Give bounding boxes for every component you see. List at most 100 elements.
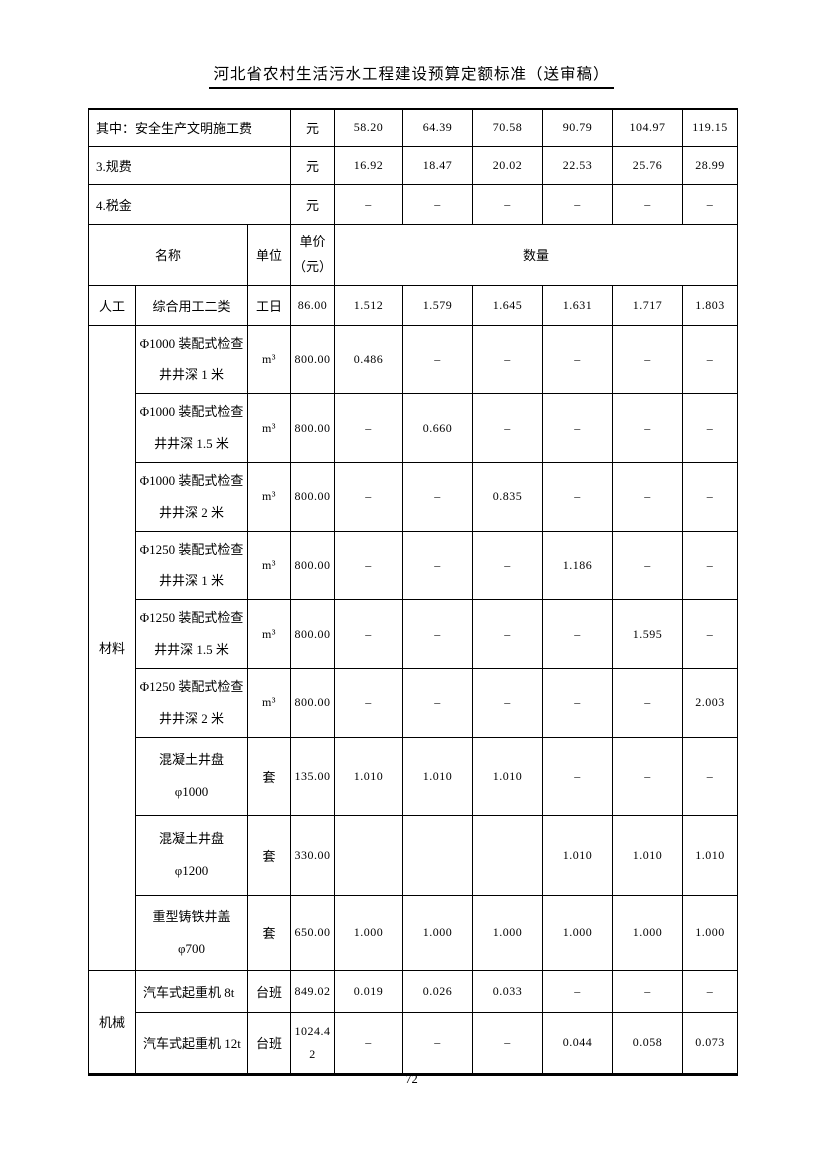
price-cell: 86.00	[290, 284, 336, 326]
qty-cell: 1.010	[472, 736, 544, 816]
qty-cell: –	[542, 461, 614, 532]
price-cell: 1024.42	[290, 1011, 336, 1075]
qty-cell: –	[682, 599, 739, 669]
qty-cell: –	[402, 183, 474, 225]
name-cell: 综合用工二类	[135, 284, 248, 326]
qty-cell: –	[612, 183, 684, 225]
table-row: 材料 Φ1000 装配式检查 井井深 1 米 m³ 800.00 0.486 –…	[88, 324, 739, 971]
name-cell: Φ1000 装配式检查 井井深 2 米	[135, 461, 248, 532]
qty-cell: –	[334, 1011, 404, 1075]
price-cell: 800.00	[290, 530, 336, 601]
unit-cell: 元	[290, 183, 336, 225]
qty-cell: –	[612, 969, 684, 1013]
qty-cell	[334, 814, 404, 896]
qty-cell: –	[682, 183, 739, 225]
page-number: 72	[405, 1072, 418, 1086]
qty-cell: 16.92	[334, 145, 404, 185]
qty-cell: –	[472, 667, 544, 738]
qty-cell: 1.000	[334, 894, 404, 971]
unit-cell: m³	[246, 461, 292, 532]
table-row: 重型铸铁井盖 φ700 套 650.00 1.000 1.000 1.000 1…	[89, 894, 739, 971]
qty-cell: 0.660	[402, 393, 474, 463]
qty-cell: –	[542, 393, 614, 463]
name-cell: Φ1000 装配式检查 井井深 1 米	[135, 324, 248, 395]
qty-cell: 119.15	[682, 108, 739, 147]
qty-cell: 104.97	[612, 108, 684, 147]
name-cell: 混凝土井盘 φ1200	[135, 814, 248, 896]
qty-cell: –	[472, 530, 544, 601]
category-cell: 材料	[88, 324, 136, 971]
qty-cell	[402, 814, 474, 896]
qty-cell: –	[542, 667, 614, 738]
qty-cell: –	[472, 599, 544, 669]
qty-cell: –	[472, 393, 544, 463]
table-row: Φ1250 装配式检查 井井深 1 米 m³ 800.00 – – – 1.18…	[89, 530, 739, 601]
name-cell: Φ1250 装配式检查 井井深 1.5 米	[135, 599, 248, 669]
unit-cell: m³	[246, 530, 292, 601]
qty-cell: –	[542, 183, 614, 225]
header-quantity: 数量	[334, 223, 739, 286]
table-row: Φ1250 装配式检查 井井深 2 米 m³ 800.00 – – – – – …	[89, 667, 739, 738]
qty-cell: 0.073	[682, 1011, 739, 1075]
qty-cell: 0.026	[402, 969, 474, 1013]
qty-cell: 25.76	[612, 145, 684, 185]
qty-cell: 0.019	[334, 969, 404, 1013]
table-row: 4.税金 元 – – – – – –	[87, 183, 739, 225]
qty-cell: –	[334, 599, 404, 669]
row-label: 4.税金	[87, 183, 292, 225]
name-cell: 汽车式起重机 8t	[135, 969, 248, 1013]
name-cell: Φ1250 装配式检查 井井深 2 米	[135, 667, 248, 738]
qty-cell: –	[472, 324, 544, 395]
qty-cell: –	[612, 667, 684, 738]
qty-cell: 1.512	[334, 284, 404, 326]
table-row: 汽车式起重机 12t 台班 1024.42 – – – 0.044 0.058 …	[89, 1011, 739, 1075]
unit-cell: 工日	[246, 284, 292, 326]
qty-cell: 2.003	[682, 667, 739, 738]
qty-cell: –	[612, 461, 684, 532]
name-cell: 混凝土井盘 φ1000	[135, 736, 248, 816]
price-cell: 650.00	[290, 894, 336, 971]
qty-cell: 64.39	[402, 108, 474, 147]
name-cell: 重型铸铁井盖 φ700	[135, 894, 248, 971]
qty-cell: –	[334, 530, 404, 601]
qty-cell: –	[612, 530, 684, 601]
qty-cell: –	[612, 393, 684, 463]
qty-cell: –	[682, 736, 739, 816]
qty-cell: –	[612, 324, 684, 395]
table-row: Φ1000 装配式检查 井井深 1.5 米 m³ 800.00 – 0.660 …	[89, 393, 739, 463]
unit-cell: m³	[246, 599, 292, 669]
qty-cell: –	[612, 736, 684, 816]
qty-cell: –	[402, 530, 474, 601]
table-row: 人工 综合用工二类 工日 86.00 1.512 1.579 1.645 1.6…	[88, 284, 739, 326]
qty-cell: –	[334, 183, 404, 225]
qty-cell: –	[402, 599, 474, 669]
qty-cell: 1.010	[334, 736, 404, 816]
table-header-row: 名称 单位 单价 （元） 数量	[88, 223, 739, 286]
qty-cell: 1.000	[682, 894, 739, 971]
header-unit: 单位	[246, 223, 292, 286]
qty-cell: 1.595	[612, 599, 684, 669]
qty-cell: 1.579	[402, 284, 474, 326]
qty-cell: 1.010	[542, 814, 614, 896]
qty-cell: 0.058	[612, 1011, 684, 1075]
category-cell: 人工	[88, 284, 136, 326]
price-cell: 800.00	[290, 667, 336, 738]
qty-cell: –	[334, 461, 404, 532]
qty-cell: –	[542, 736, 614, 816]
qty-cell: 1.631	[542, 284, 614, 326]
qty-cell: 1.010	[682, 814, 739, 896]
qty-cell: 1.803	[682, 284, 739, 326]
row-label: 其中：安全生产文明施工费	[87, 108, 292, 147]
qty-cell: –	[542, 969, 614, 1013]
header-price: 单价 （元）	[290, 223, 336, 286]
qty-cell: –	[334, 393, 404, 463]
qty-cell: –	[472, 183, 544, 225]
qty-cell: –	[402, 324, 474, 395]
unit-cell: 元	[290, 145, 336, 185]
unit-cell: 元	[290, 108, 336, 147]
qty-cell	[472, 814, 544, 896]
title-block: 河北省农村生活污水工程建设预算定额标准（送审稿）	[0, 62, 823, 89]
qty-cell: –	[682, 461, 739, 532]
price-cell: 800.00	[290, 599, 336, 669]
